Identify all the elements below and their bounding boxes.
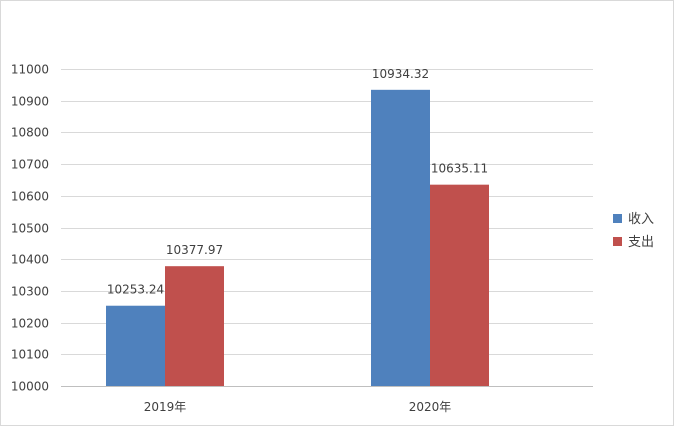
x-tick-label: 2020年 — [409, 400, 452, 414]
bars — [106, 89, 489, 386]
data-labels: 10253.24 10377.97 10934.32 10635.11 — [107, 67, 488, 297]
x-tick-label: 2019年 — [144, 400, 187, 414]
legend-swatch — [613, 237, 622, 246]
bar — [430, 184, 489, 386]
y-tick-label: 10900 — [11, 95, 49, 109]
y-tick-label: 10200 — [11, 317, 49, 331]
bar — [106, 305, 165, 386]
data-label: 10635.11 — [431, 162, 488, 176]
data-label: 10253.24 — [107, 283, 164, 297]
y-tick-label: 10400 — [11, 253, 49, 267]
legend-label: 收入 — [628, 212, 654, 227]
x-axis-ticks: 2019年 2020年 — [144, 400, 452, 414]
legend-swatch — [613, 214, 622, 223]
y-tick-label: 10300 — [11, 285, 49, 299]
y-tick-label: 11000 — [11, 63, 49, 77]
y-axis-ticks: 10000 10100 10200 10300 10400 10500 10600 10700… — [11, 63, 49, 394]
y-tick-label: 10800 — [11, 126, 49, 140]
y-tick-label: 10700 — [11, 158, 49, 172]
bar — [371, 89, 430, 386]
y-tick-label: 10500 — [11, 222, 49, 236]
y-tick-label: 10000 — [11, 380, 49, 394]
bar — [165, 266, 224, 386]
y-tick-label: 10100 — [11, 348, 49, 362]
data-label: 10377.97 — [166, 243, 223, 257]
y-tick-label: 10600 — [11, 190, 49, 204]
legend-label: 支出 — [628, 235, 654, 250]
data-label: 10934.32 — [372, 67, 429, 81]
